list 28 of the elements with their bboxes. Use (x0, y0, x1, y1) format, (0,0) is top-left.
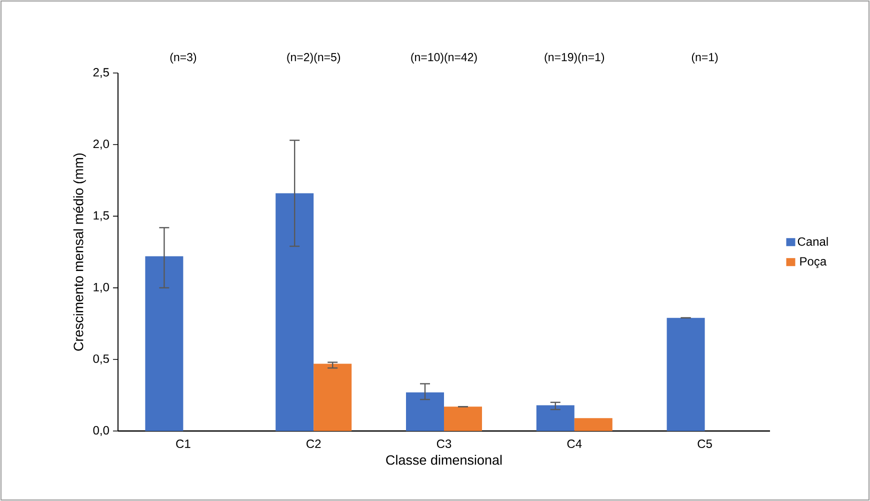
bar (444, 406, 482, 431)
y-axis-title: Crescimento mensal médio (mm) (73, 153, 86, 351)
text: (n=10)(n=42) (411, 52, 477, 64)
x-tick-label: C3 (436, 440, 452, 448)
text: (n=2)(n=5) (287, 52, 340, 64)
y-tick-label: 2,0 (93, 140, 110, 150)
x-tick-label: C4 (567, 440, 582, 448)
y-tick-label: 0,0 (93, 426, 110, 436)
y-tick-label: 0,5 (93, 354, 109, 364)
y-tick-label: 1,5 (94, 211, 109, 222)
bar (666, 318, 705, 431)
x-axis-title: Classe dimensional (386, 454, 502, 465)
bar (406, 392, 444, 431)
bar (276, 193, 314, 431)
bar (536, 405, 574, 431)
text: (n=3) (170, 52, 196, 64)
x-tick-label: C1 (176, 440, 190, 448)
text: (n=19)(n=1) (544, 52, 604, 64)
bar (314, 364, 352, 431)
bar (574, 418, 612, 431)
y-tick-label: 2,5 (93, 68, 109, 78)
legend-label: Poça (800, 257, 827, 268)
legend-label: Canal (798, 237, 828, 246)
x-tick-label: C5 (698, 440, 712, 448)
bar (145, 256, 184, 431)
text: (n=1) (692, 52, 718, 64)
x-tick-label: C2 (306, 440, 321, 448)
y-tick-label: 1,0 (94, 282, 110, 293)
